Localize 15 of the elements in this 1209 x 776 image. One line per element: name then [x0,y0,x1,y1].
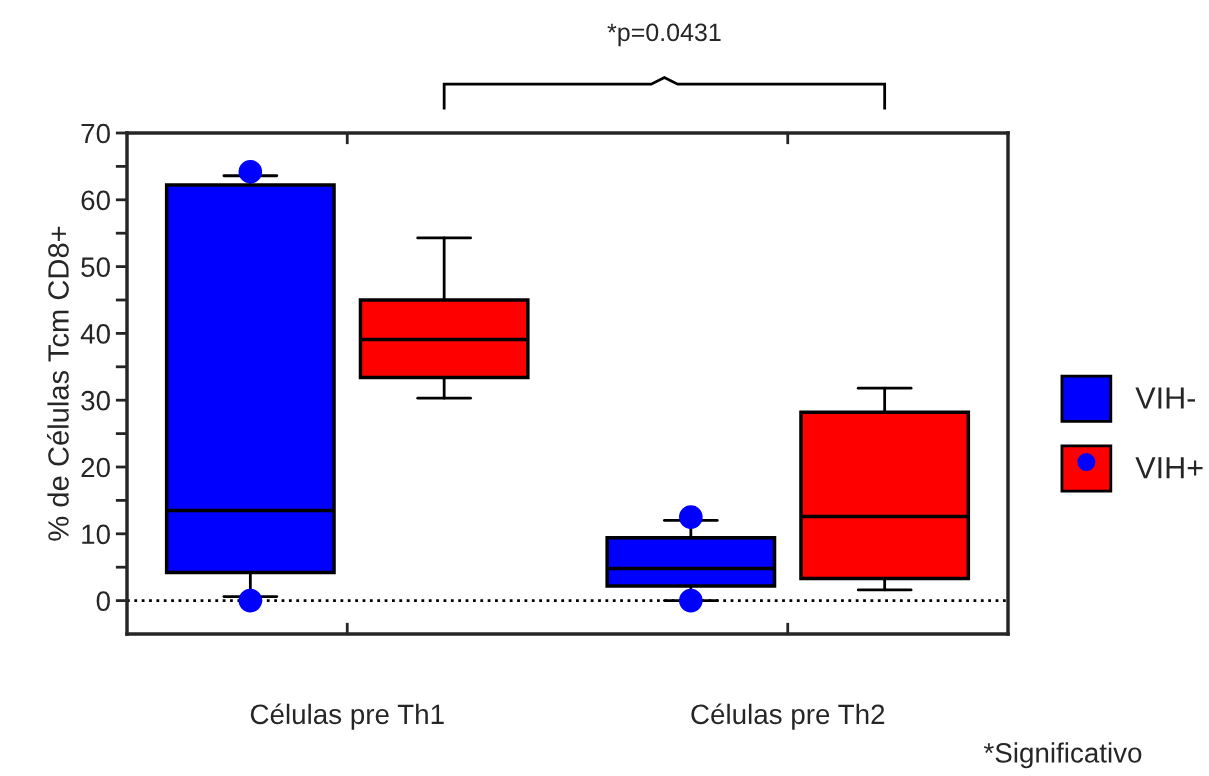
y-tick-label: 40 [80,324,110,344]
y-tick-label: 20 [81,457,110,478]
legend-label: VIH- [1135,387,1196,409]
text: *Significativo [983,742,1142,769]
y-tick-label: 50 [81,257,110,277]
text: *p=0.0431 [607,23,721,47]
y-tick-label: 10 [82,524,110,545]
y-tick-label: 30 [81,390,110,411]
x-tick-label: Células pre Th1 [250,703,444,730]
y-tick-label: 60 [81,190,110,211]
legend-label: VIH+ [1135,457,1203,479]
x-tick-label: Células pre Th2 [691,703,885,730]
y-axis-title: % de Células Tcm CD8+ [47,226,69,541]
y-tick-label: 70 [81,123,110,144]
y-tick-label: 0 [96,591,110,611]
